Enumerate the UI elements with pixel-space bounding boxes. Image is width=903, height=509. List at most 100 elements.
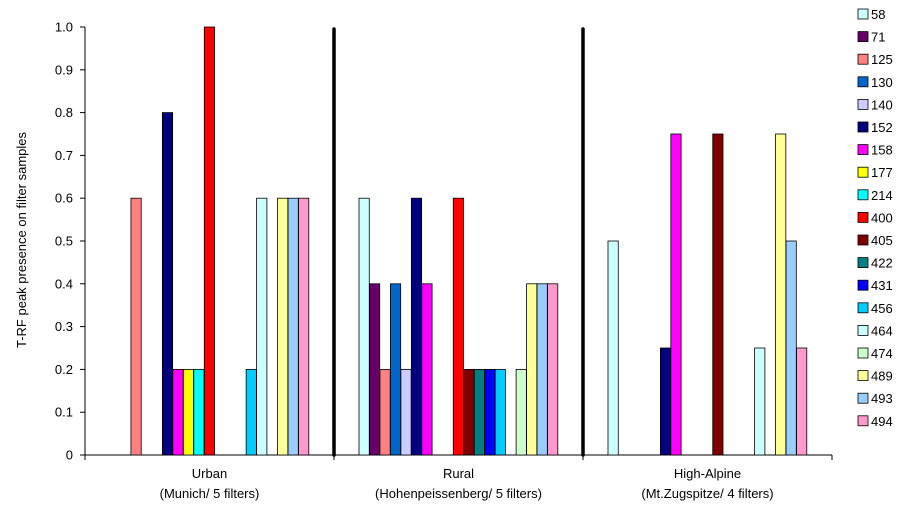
legend-swatch bbox=[857, 31, 869, 43]
legend-swatch bbox=[857, 53, 869, 65]
legend-label: 58 bbox=[871, 7, 885, 22]
legend-item-71: 71 bbox=[857, 30, 885, 45]
bar-400 bbox=[452, 197, 464, 456]
bar-158 bbox=[421, 283, 433, 456]
legend-item-152: 152 bbox=[857, 120, 893, 135]
legend-label: 152 bbox=[871, 120, 893, 135]
legend-swatch bbox=[857, 8, 869, 20]
legend-swatch bbox=[857, 392, 869, 404]
bar-158 bbox=[172, 368, 184, 456]
bar-140 bbox=[400, 368, 412, 456]
y-tick-label: 0 bbox=[66, 448, 73, 463]
legend-swatch bbox=[857, 144, 869, 156]
legend-swatch bbox=[857, 279, 869, 291]
y-tick-label: 0.7 bbox=[55, 148, 73, 163]
bar-152 bbox=[161, 112, 174, 456]
bar-152 bbox=[410, 197, 423, 456]
legend-swatch bbox=[857, 99, 869, 110]
bar-405 bbox=[712, 133, 724, 456]
y-tick-label: 0.3 bbox=[55, 319, 73, 334]
bar-177 bbox=[182, 368, 194, 456]
bar-71 bbox=[369, 283, 381, 456]
legend-swatch bbox=[857, 415, 869, 427]
y-tick-label: 0.8 bbox=[55, 105, 73, 120]
legend-item-130: 130 bbox=[857, 75, 893, 90]
legend-swatch bbox=[857, 121, 869, 133]
legend-label: 494 bbox=[871, 414, 893, 429]
bar-456 bbox=[494, 368, 506, 456]
bar-405 bbox=[463, 368, 475, 456]
legend-label: 400 bbox=[871, 210, 893, 225]
legend-label: 456 bbox=[871, 301, 893, 316]
bar-493 bbox=[785, 240, 797, 456]
y-tick-label: 0.1 bbox=[55, 405, 73, 420]
legend-label: 130 bbox=[871, 75, 893, 90]
legend-item-431: 431 bbox=[857, 278, 893, 293]
bar-474 bbox=[515, 368, 527, 456]
legend-label: 489 bbox=[871, 369, 893, 384]
bar-125 bbox=[379, 368, 391, 456]
legend-swatch bbox=[857, 76, 869, 88]
y-axis-title: T-RF peak presence on filter samples bbox=[14, 131, 29, 348]
legend-item-494: 494 bbox=[857, 414, 893, 429]
category-labels: Urban (Munich/ 5 filters) Rural (Hohenpeiss… bbox=[160, 466, 774, 501]
legend-swatch bbox=[857, 370, 869, 382]
legend-item-456: 456 bbox=[857, 301, 893, 316]
legend-label: 158 bbox=[871, 143, 893, 158]
legend-label: 493 bbox=[871, 391, 893, 406]
legend-swatch bbox=[857, 324, 869, 336]
y-tick-label: 0.6 bbox=[55, 191, 73, 206]
legend-label: 140 bbox=[871, 97, 893, 112]
bar-464 bbox=[256, 197, 268, 456]
group-separators bbox=[332, 27, 585, 457]
bar-152 bbox=[659, 347, 672, 456]
legend-label: 214 bbox=[871, 188, 893, 203]
legend-item-464: 464 bbox=[857, 323, 893, 338]
bar-431 bbox=[484, 368, 496, 456]
legend-item-422: 422 bbox=[857, 256, 893, 271]
legend-label: 405 bbox=[871, 233, 893, 248]
bars bbox=[130, 26, 808, 456]
category-label: (Mt.Zugspitze/ 4 filters) bbox=[641, 486, 773, 501]
bar-489 bbox=[775, 133, 787, 456]
legend-item-125: 125 bbox=[857, 52, 893, 67]
x-axis bbox=[84, 454, 833, 460]
bar-125 bbox=[130, 197, 142, 456]
category-label: High-Alpine bbox=[674, 466, 741, 481]
legend-item-489: 489 bbox=[857, 369, 893, 384]
bar-456 bbox=[245, 368, 257, 456]
legend-label: 474 bbox=[871, 346, 893, 361]
legend-item-493: 493 bbox=[857, 391, 893, 406]
bar-422 bbox=[473, 368, 485, 456]
bar-130 bbox=[390, 283, 402, 456]
legend-label: 422 bbox=[871, 256, 893, 271]
category-label: Urban bbox=[192, 466, 227, 481]
y-tick-label: 1.0 bbox=[55, 20, 73, 35]
legend-label: 177 bbox=[871, 165, 893, 180]
legend-item-158: 158 bbox=[857, 143, 893, 158]
legend-item-405: 405 bbox=[857, 233, 893, 248]
bar-464 bbox=[754, 347, 766, 456]
y-tick-label: 0.9 bbox=[55, 62, 73, 77]
legend-label: 125 bbox=[871, 52, 893, 67]
legend: 58 71 125 130 140 152 158 177 214 400 405 422 431 456… bbox=[857, 7, 893, 429]
legend-item-474: 474 bbox=[857, 346, 893, 361]
bar-494 bbox=[298, 197, 310, 456]
legend-item-400: 400 bbox=[857, 210, 893, 225]
y-tick-label: 0.4 bbox=[55, 276, 73, 291]
legend-swatch bbox=[857, 257, 869, 269]
legend-swatch bbox=[857, 302, 869, 314]
legend-label: 71 bbox=[871, 30, 885, 45]
category-label: (Munich/ 5 filters) bbox=[160, 486, 260, 501]
bar-214 bbox=[193, 368, 205, 456]
legend-label: 431 bbox=[871, 278, 893, 293]
legend-item-58: 58 bbox=[857, 7, 885, 22]
category-label: Rural bbox=[443, 466, 474, 481]
legend-swatch bbox=[857, 211, 869, 223]
bar-58 bbox=[358, 197, 370, 456]
y-tick-label: 0.2 bbox=[55, 362, 73, 377]
legend-label: 464 bbox=[871, 323, 893, 338]
bar-493 bbox=[287, 197, 299, 456]
bar-494 bbox=[796, 347, 808, 456]
